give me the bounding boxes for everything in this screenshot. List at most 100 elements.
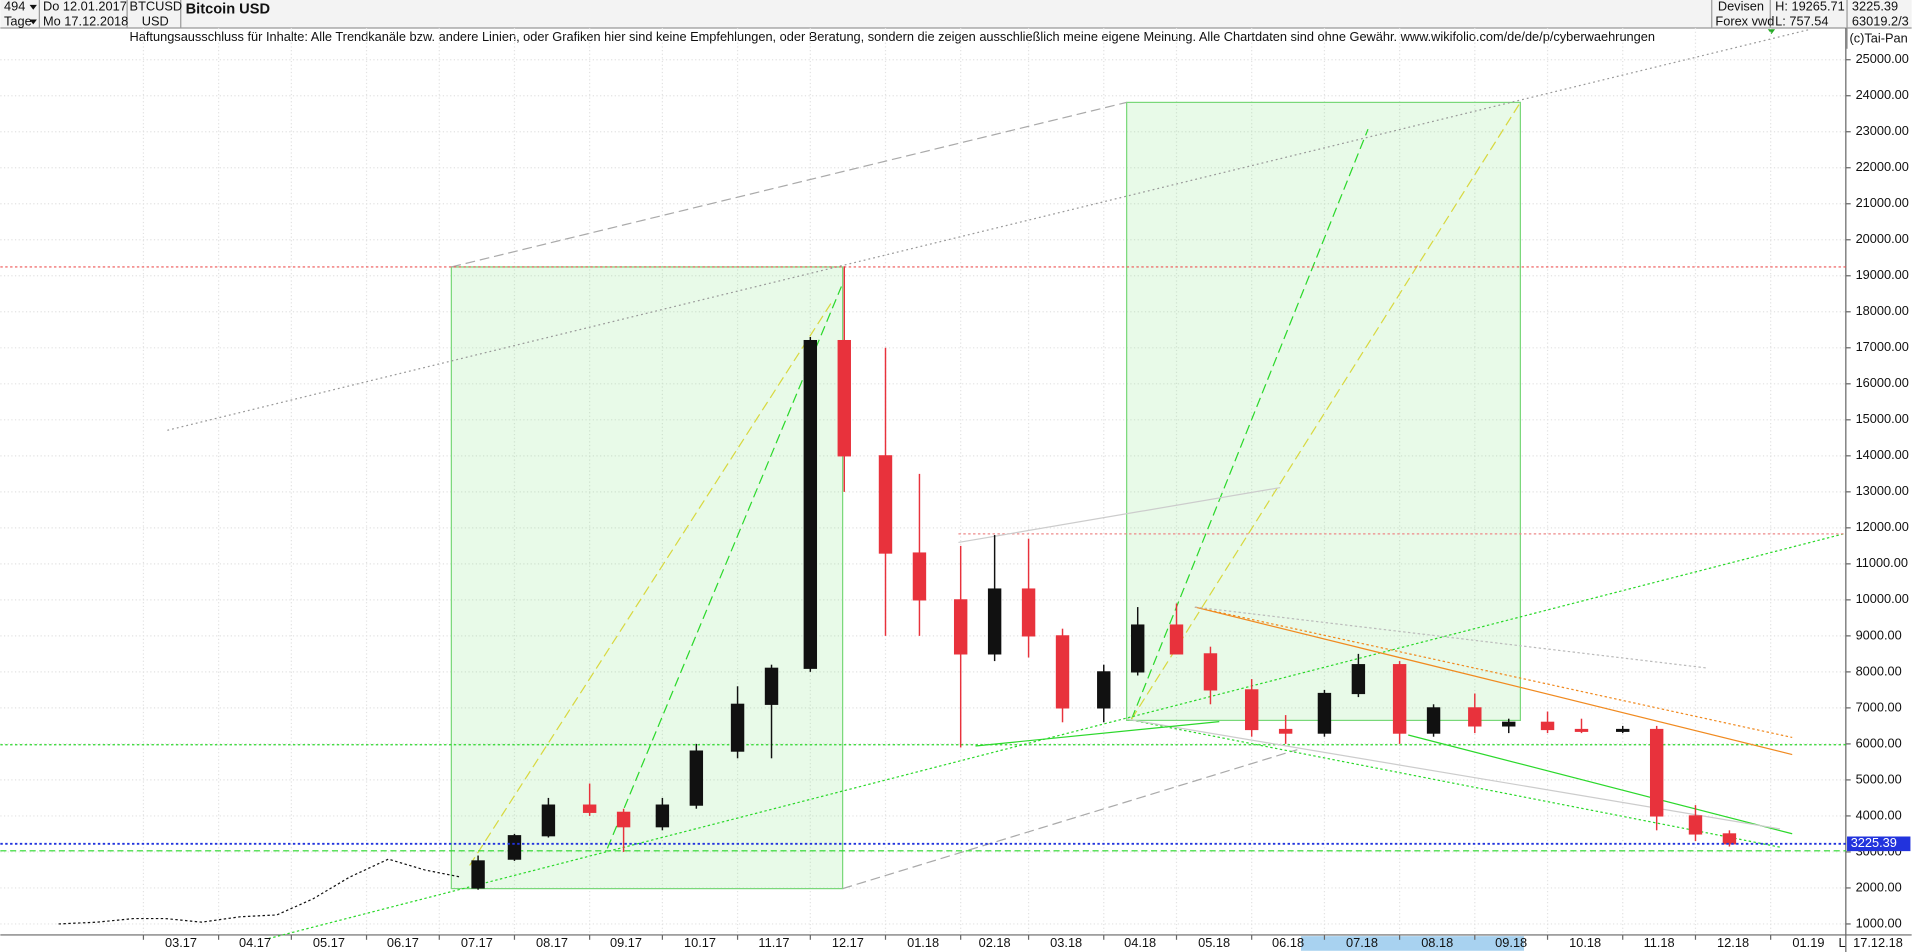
- trend-line: [451, 101, 1127, 268]
- candle-body: [1540, 721, 1555, 731]
- candle-body: [953, 599, 968, 655]
- x-tick-label: 08.18: [1421, 935, 1453, 950]
- y-tick-label: 12000.00: [1856, 519, 1909, 534]
- y-tick-label: 22000.00: [1856, 159, 1909, 174]
- y-tick-label: 20000.00: [1856, 231, 1909, 246]
- candle-body: [1097, 671, 1111, 709]
- candle-body: [1021, 588, 1036, 637]
- candle-body: [1574, 728, 1589, 732]
- trend-line: [167, 28, 1811, 431]
- x-tick-label: 05.17: [313, 935, 345, 950]
- x-tick-label: 02.18: [979, 935, 1011, 950]
- candle-body: [878, 455, 893, 554]
- candle-body: [582, 804, 597, 813]
- candle-body: [1131, 624, 1145, 673]
- date-from: Do 12.01.2017: [43, 0, 127, 14]
- candle-body: [541, 804, 556, 837]
- y-tick-label: 14000.00: [1856, 447, 1909, 462]
- candle-body: [1616, 728, 1630, 732]
- x-tick-label: 07.17: [461, 935, 493, 950]
- candle-body: [837, 339, 851, 457]
- high-price: H: 19265.71: [1775, 0, 1845, 14]
- y-tick-label: 2000.00: [1856, 879, 1902, 894]
- trend-line: [1126, 718, 1781, 848]
- y-tick-label: 5000.00: [1856, 771, 1902, 786]
- price-line: [58, 858, 462, 925]
- y-tick-label: 16000.00: [1856, 375, 1909, 390]
- currency: USD: [142, 13, 169, 28]
- trend-line: [842, 749, 1298, 890]
- annotations: [0, 28, 1846, 940]
- y-tick-label: 1000.00: [1856, 915, 1902, 930]
- y-tick-label: 9000.00: [1856, 627, 1902, 642]
- y-tick-label: 4000.00: [1856, 807, 1902, 822]
- bar-count[interactable]: 494: [4, 0, 25, 14]
- date-to: Mo 17.12.2018: [43, 13, 128, 28]
- candle-body: [507, 835, 522, 860]
- trend-line: [1130, 128, 1369, 720]
- candle-body: [616, 811, 631, 828]
- candle-body: [1278, 728, 1293, 734]
- trend-line: [975, 721, 1220, 747]
- grid: [0, 28, 1846, 935]
- current-price-box: [1847, 836, 1911, 852]
- candle-body: [987, 588, 1002, 655]
- x-tick-label: 04.17: [239, 935, 271, 950]
- candle-body: [1392, 664, 1407, 734]
- trend-line: [958, 486, 1281, 544]
- y-tick-label: 23000.00: [1856, 123, 1909, 138]
- y-tick-label: 15000.00: [1856, 411, 1909, 426]
- x-tick-label: 01.18: [907, 935, 939, 950]
- candle-body: [1426, 707, 1441, 734]
- candle-body: [1203, 653, 1218, 691]
- y-tick-label: 24000.00: [1856, 87, 1909, 102]
- candle-body: [1468, 707, 1482, 727]
- chart-title: Bitcoin USD: [186, 2, 270, 18]
- x-tick-label: 06.18: [1272, 935, 1304, 950]
- y-tick-label: 17000.00: [1856, 339, 1909, 354]
- market: Devisen: [1718, 0, 1764, 14]
- trend-line: [1126, 718, 1781, 830]
- x-tick-label: 12.17: [832, 935, 864, 950]
- volume: 63019.2/3: [1852, 13, 1909, 28]
- symbol: BTCUSD: [130, 0, 183, 14]
- candle-body: [1351, 664, 1366, 695]
- candle-body: [912, 552, 927, 601]
- candle-body: [730, 703, 745, 752]
- period[interactable]: Tage: [4, 13, 32, 28]
- trend-line: [1408, 734, 1793, 835]
- last-price: 3225.39: [1852, 0, 1898, 14]
- candle-body: [1649, 728, 1664, 817]
- x-tick-label: 04.18: [1124, 935, 1156, 950]
- x-tick-label: 10.18: [1569, 935, 1601, 950]
- y-tick-label: 6000.00: [1856, 735, 1902, 750]
- candle-body: [1502, 721, 1516, 727]
- dropdown-icon[interactable]: [29, 4, 37, 10]
- y-tick-label: 25000.00: [1856, 51, 1909, 66]
- x-tick-label: 05.18: [1198, 935, 1230, 950]
- x-tick-label: 07.18: [1346, 935, 1378, 950]
- trend-line: [469, 301, 833, 866]
- dropdown-icon[interactable]: [29, 19, 37, 25]
- x-tick-label: 08.17: [536, 935, 568, 950]
- axis-end-marker: L: [1839, 935, 1846, 950]
- price-series: [0, 266, 1846, 925]
- candle-body: [471, 860, 485, 889]
- y-tick-label: 18000.00: [1856, 303, 1909, 318]
- candle-body: [1317, 692, 1332, 734]
- y-tick-label: 7000.00: [1856, 699, 1902, 714]
- candle-body: [1055, 635, 1070, 709]
- candle-body: [655, 804, 670, 828]
- range-selection[interactable]: [1300, 936, 1525, 951]
- trend-line: [1131, 102, 1521, 720]
- x-tick-label: 09.17: [610, 935, 642, 950]
- x-tick-label: 11.18: [1644, 935, 1675, 950]
- disclaimer: Haftungsausschluss für Inhalte: Alle Tre…: [130, 29, 1655, 44]
- y-tick-label: 8000.00: [1856, 663, 1902, 678]
- box: [450, 266, 844, 890]
- x-tick-label: 10.17: [684, 935, 716, 950]
- low-price: L: 757.54: [1775, 13, 1828, 28]
